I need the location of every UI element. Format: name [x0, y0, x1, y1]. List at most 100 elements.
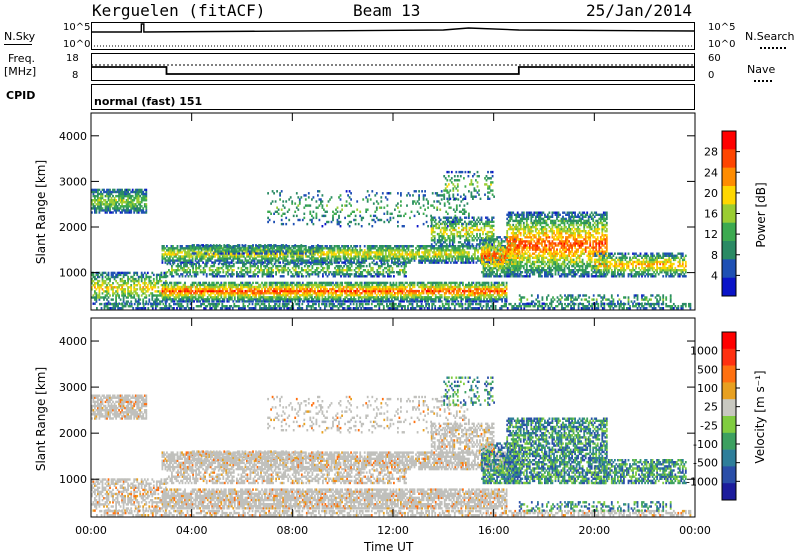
power-cell: [418, 251, 420, 254]
power-cell: [91, 288, 93, 291]
power-cell: [121, 192, 123, 196]
power-cell: [332, 296, 334, 299]
power-cell: [338, 294, 340, 297]
power-cell: [430, 259, 432, 262]
power-cell: [190, 283, 192, 287]
power-cell: [106, 190, 108, 194]
power-cell: [157, 294, 160, 297]
power-cell: [288, 285, 291, 289]
power-cell: [182, 289, 185, 293]
power-cell: [101, 279, 104, 283]
power-cell: [215, 296, 218, 299]
power-cell: [98, 271, 101, 275]
power-cell: [179, 289, 182, 293]
power-cell: [383, 262, 386, 266]
power-cell: [211, 261, 214, 264]
power-cell: [166, 249, 168, 252]
power-cell: [137, 201, 140, 204]
power-cell: [268, 296, 271, 299]
power-cell: [166, 255, 168, 258]
power-cell: [226, 298, 229, 301]
power-cell: [265, 250, 268, 253]
power-cell: [455, 281, 458, 285]
power-cell: [221, 285, 224, 289]
power-cell: [267, 287, 269, 291]
power-cell: [318, 283, 321, 287]
power-cell: [101, 192, 104, 196]
power-cell: [97, 199, 99, 202]
power-cell: [115, 207, 117, 210]
power-cell: [217, 255, 220, 258]
power-cell: [486, 298, 488, 301]
power-cell: [235, 285, 238, 289]
power-cell: [475, 298, 478, 301]
power-cell: [143, 292, 146, 295]
power-cell: [452, 300, 455, 303]
power-cell: [175, 259, 177, 262]
power-cell: [100, 284, 102, 287]
power-cell: [196, 251, 198, 254]
power-cell: [197, 287, 200, 291]
power-cell: [227, 283, 230, 287]
power-cell: [264, 296, 266, 299]
power-cell: [339, 281, 342, 285]
power-cell: [176, 283, 179, 287]
power-cell: [227, 292, 230, 295]
power-cell: [170, 283, 173, 287]
power-cell: [253, 257, 256, 260]
power-cell: [374, 296, 377, 299]
power-cell: [232, 262, 235, 266]
power-cell: [137, 211, 140, 214]
power-cell: [504, 245, 506, 248]
power-cell: [176, 253, 179, 256]
power-cell: [166, 300, 168, 303]
power-cell: [194, 257, 197, 260]
power-cell: [118, 188, 120, 192]
power-cell: [271, 281, 274, 285]
power-cell: [436, 281, 439, 285]
power-cell: [103, 199, 105, 202]
power-cell: [273, 289, 275, 293]
power-cell: [330, 296, 333, 299]
power-cell: [202, 289, 204, 293]
power-cell: [97, 207, 99, 210]
power-cell: [200, 251, 203, 254]
power-cell: [446, 287, 449, 291]
power-cell: [363, 281, 366, 285]
power-cell: [103, 296, 105, 299]
power-cell: [360, 285, 363, 289]
power-cell: [309, 289, 312, 293]
power-cell: [369, 298, 372, 301]
power-cell: [439, 300, 442, 303]
power-cell: [425, 289, 428, 293]
power-cell: [187, 285, 189, 289]
power-cell: [412, 281, 414, 285]
power-cell: [194, 259, 197, 262]
power-cell: [213, 264, 216, 268]
power-cell: [421, 287, 423, 291]
power-cell: [143, 296, 146, 299]
power-cell: [238, 259, 241, 262]
power-cell: [468, 289, 470, 293]
power-cell: [133, 279, 136, 283]
power-cell: [468, 283, 470, 287]
power-cell: [247, 289, 250, 293]
power-cell: [134, 190, 137, 194]
power-cell: [194, 296, 197, 299]
power-cell: [270, 281, 272, 285]
power-cell: [374, 287, 377, 291]
power-cell: [175, 283, 177, 287]
power-cell: [446, 289, 449, 293]
power-cell: [386, 300, 389, 303]
power-cell: [163, 247, 165, 250]
power-cell: [481, 281, 484, 285]
power-cell: [457, 289, 460, 293]
power-cell: [190, 275, 193, 278]
power-cell: [392, 294, 395, 297]
power-cell: [419, 285, 422, 289]
power-cell: [325, 273, 327, 276]
power-cell: [199, 289, 201, 293]
power-cell: [386, 285, 389, 289]
power-cell: [142, 199, 145, 202]
power-cell: [377, 300, 380, 303]
